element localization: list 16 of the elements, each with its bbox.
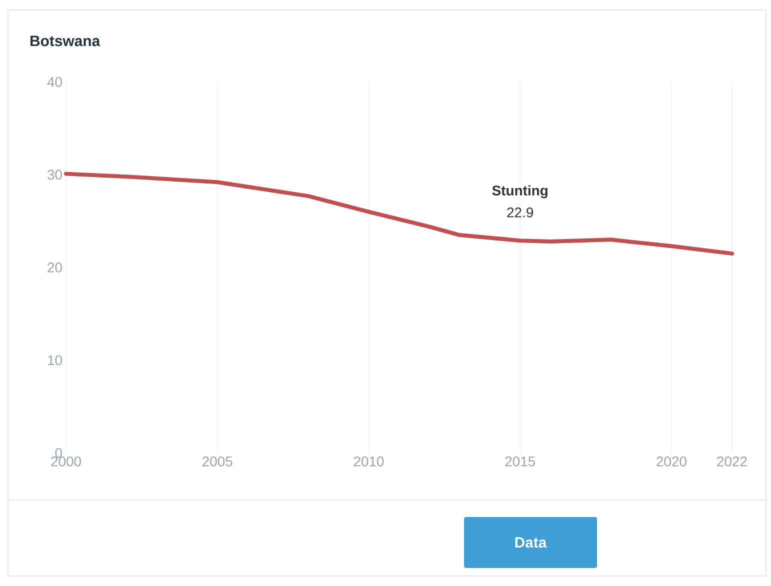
text: Stunting (492, 185, 548, 198)
x-tick-label: 2015 (505, 456, 536, 466)
x-tick-label: 2020 (656, 456, 686, 466)
text: Data (515, 537, 547, 548)
x-tick-label: 2022 (717, 456, 747, 466)
chart-title: Botswana (30, 36, 100, 46)
x-tick-label: 2005 (202, 456, 232, 466)
y-tick-label: 20 (48, 262, 62, 272)
y-tick-label: 30 (48, 170, 62, 180)
x-tick-label: 2010 (354, 456, 384, 466)
data-label: 22.9 (507, 208, 534, 218)
line-series (64, 172, 734, 256)
y-tick-label: 40 (47, 77, 62, 87)
y-tick-label: 10 (48, 355, 62, 366)
y-tick-label: 0 (55, 448, 62, 458)
x-tick-label: 2000 (51, 456, 81, 466)
